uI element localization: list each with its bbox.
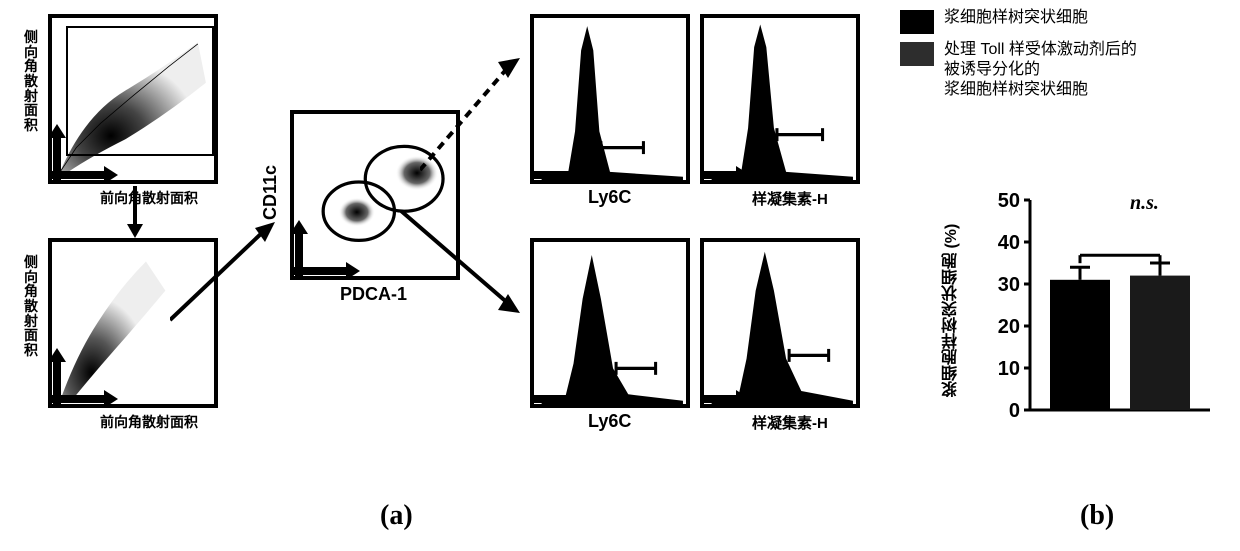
- ylabel-scatter-bottom: 侧向角散射面积: [22, 255, 40, 405]
- histogram-ly6c-top: [530, 14, 690, 184]
- svg-text:10: 10: [998, 358, 1020, 380]
- legend-row-1: 浆细胞样树突状细胞: [900, 8, 1230, 34]
- x-axis-arrow: [530, 166, 590, 184]
- svg-text:50: 50: [998, 190, 1020, 212]
- xlabel-hist-ly6c-bottom: Ly6C: [588, 411, 631, 432]
- ylabel-scatter-mid: CD11c: [260, 165, 281, 220]
- ylabel-scatter-top: 侧向角散射面积: [22, 30, 40, 180]
- scatter-plot-top-left: [48, 14, 218, 184]
- legend: 浆细胞样树突状细胞 处理 Toll 样受体激动剂后的 被诱导分化的 浆细胞样树突…: [900, 8, 1230, 106]
- ns-annotation: n.s.: [1130, 192, 1159, 215]
- legend-row-2: 处理 Toll 样受体激动剂后的 被诱导分化的 浆细胞样树突状细胞: [900, 40, 1230, 100]
- x-axis-arrow: [700, 166, 750, 184]
- bar-chart: 0 10 20 30 40 50: [970, 170, 1220, 430]
- arrow-bottomleft-to-mid: [170, 210, 290, 330]
- legend-swatch-1: [900, 10, 934, 34]
- hist-svg-4: [704, 242, 856, 404]
- hist-svg-1: [534, 18, 686, 180]
- histogram-lectin-bottom: [700, 238, 860, 408]
- x-axis-arrow: [48, 390, 118, 408]
- xlabel-hist-ly6c-top: Ly6C: [588, 187, 631, 208]
- legend-text-1: 浆细胞样树突状细胞: [944, 8, 1088, 28]
- bar-chart-svg: 0 10 20 30 40 50: [970, 170, 1220, 430]
- histogram-ly6c-bottom: [530, 238, 690, 408]
- svg-text:0: 0: [1009, 400, 1020, 422]
- xlabel-hist-lectin-bottom: 样凝集素-H: [752, 412, 828, 433]
- arrow-top-to-bottom: [120, 186, 150, 240]
- x-axis-arrow: [700, 390, 750, 408]
- arrow-mid-to-top-hists: [420, 50, 530, 180]
- xlabel-hist-lectin-top: 样凝集素-H: [752, 188, 828, 209]
- arrow-mid-to-bottom-hists: [400, 210, 530, 330]
- figure-container: 侧向角散射面积 前向角散射面积 侧向角散射面积 前向角散射面积: [0, 0, 1240, 551]
- sub-label-a: (a): [380, 500, 413, 532]
- svg-text:40: 40: [998, 232, 1020, 254]
- bar-chart-ylabel: 浆细胞样树突状细胞 (%): [940, 200, 964, 420]
- xlabel-scatter-bottom: 前向角散射面积: [100, 412, 198, 432]
- svg-text:20: 20: [998, 316, 1020, 338]
- svg-text:30: 30: [998, 274, 1020, 296]
- x-axis-arrow: [530, 390, 590, 408]
- x-axis-arrow: [48, 166, 118, 184]
- legend-text-2: 处理 Toll 样受体激动剂后的 被诱导分化的 浆细胞样树突状细胞: [944, 40, 1137, 100]
- hist-svg-2: [704, 18, 856, 180]
- gate-rectangle-top: [66, 26, 214, 156]
- sub-label-b: (b): [1080, 500, 1114, 532]
- xlabel-scatter-mid: PDCA-1: [340, 284, 407, 305]
- legend-swatch-2: [900, 42, 934, 66]
- x-axis-arrow: [290, 262, 360, 280]
- hist-svg-3: [534, 242, 686, 404]
- histogram-lectin-top: [700, 14, 860, 184]
